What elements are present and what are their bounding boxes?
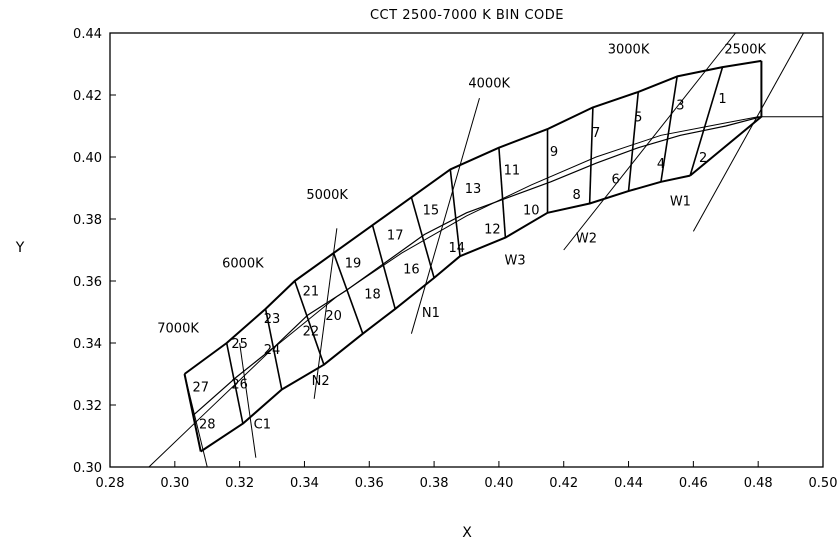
- y-axis: 0.30 0.32 0.34 0.36 0.38 0.40 0.42 0.44: [73, 27, 116, 476]
- bin-divider-line: [410, 197, 435, 279]
- bin-divider-line: [689, 66, 724, 176]
- region-label: N1: [422, 306, 440, 321]
- bin-number-label: 19: [345, 256, 362, 271]
- bin-divider-line: [264, 308, 283, 390]
- bin-number-label: 21: [303, 284, 320, 299]
- bin-number-label: 10: [523, 204, 540, 219]
- y-tick-label: 0.36: [73, 275, 102, 290]
- bin-number-label: 28: [199, 418, 216, 433]
- bin-number-label: 26: [231, 377, 248, 392]
- bin-number-label: 5: [634, 111, 642, 126]
- y-tick-label: 0.34: [73, 337, 102, 352]
- bin-number-label: 6: [611, 173, 619, 188]
- y-tick-label: 0.30: [73, 461, 102, 476]
- cct-line: [410, 97, 480, 334]
- region-label: C1: [254, 418, 271, 433]
- y-tick-label: 0.38: [73, 213, 102, 228]
- x-tick-label: 0.30: [160, 476, 189, 491]
- region-label: W2: [576, 232, 597, 247]
- y-tick-label: 0.42: [73, 89, 102, 104]
- bin-divider-line: [449, 169, 461, 257]
- region-label: W1: [670, 194, 691, 209]
- x-tick-label: 0.34: [290, 476, 319, 491]
- bin-number-label: 7: [592, 126, 600, 141]
- cct-label: 7000K: [157, 322, 199, 337]
- bin-number-label: 17: [387, 229, 404, 244]
- bin-number-label: 25: [231, 337, 248, 352]
- bin-divider-line: [498, 147, 507, 238]
- cct-label: 2500K: [724, 43, 766, 58]
- bin-number-label: 4: [657, 157, 665, 172]
- bin-number-label: 2: [699, 151, 707, 166]
- bin-number-label: 11: [504, 163, 521, 178]
- y-tick-label: 0.32: [73, 399, 102, 414]
- cct-line: [239, 342, 257, 458]
- x-tick-label: 0.32: [225, 476, 254, 491]
- x-tick-label: 0.48: [744, 476, 773, 491]
- bin-number-label: 3: [676, 98, 684, 113]
- region-label: W3: [505, 253, 526, 268]
- bin-number-label: 24: [264, 343, 281, 358]
- bin-number-label: 18: [364, 287, 381, 302]
- bin-number-label: 22: [303, 325, 320, 340]
- bin-number-label: 23: [264, 312, 281, 327]
- bin-number-label: 16: [403, 263, 420, 278]
- x-tick-label: 0.36: [355, 476, 384, 491]
- bin-bottom-boundary: [200, 174, 691, 453]
- bin-divider-line: [332, 252, 364, 334]
- x-tick-label: 0.42: [549, 476, 578, 491]
- x-axis: 0.28 0.30 0.32 0.34 0.36 0.38 0.40 0.42 0.44 0.46…: [96, 461, 838, 491]
- bin-divider-line: [371, 224, 396, 310]
- x-tick-label: 0.44: [614, 476, 643, 491]
- bin-number-label: 9: [550, 145, 558, 160]
- x-tick-label: 0.46: [679, 476, 708, 491]
- cct-label: 4000K: [468, 77, 510, 92]
- x-tick-label: 0.38: [420, 476, 449, 491]
- cct-label: 5000K: [306, 188, 348, 203]
- x-tick-label: 0.40: [484, 476, 513, 491]
- bin-number-label: 13: [465, 182, 482, 197]
- cct-line: [563, 32, 736, 251]
- cct-label: 3000K: [608, 43, 650, 58]
- x-axis-label: X: [462, 525, 472, 541]
- cct-label: 6000K: [222, 256, 264, 271]
- bin-number-label: 27: [192, 380, 209, 395]
- cct-line: [313, 228, 338, 399]
- bin-divider-line: [627, 91, 640, 192]
- bin-number-label: 12: [484, 222, 501, 237]
- bin-number-label: 20: [325, 309, 342, 324]
- region-label: N2: [312, 374, 330, 389]
- y-axis-label: Y: [15, 240, 25, 256]
- bin-divider-line: [225, 342, 244, 424]
- bin-number-label: 14: [449, 241, 466, 256]
- bin-divider-line: [588, 107, 594, 204]
- bin-divider-line: [660, 76, 678, 182]
- bin-number-label: 1: [718, 92, 726, 107]
- y-tick-label: 0.44: [73, 27, 102, 42]
- x-tick-label: 0.50: [809, 476, 838, 491]
- bin-divider-line: [293, 280, 325, 365]
- cct-line: [184, 373, 208, 468]
- x-tick-label: 0.28: [96, 476, 125, 491]
- bin-number-label: 8: [573, 188, 581, 203]
- y-tick-label: 0.40: [73, 151, 102, 166]
- bin-middle-boundary: [193, 116, 762, 415]
- plot-frame: [109, 32, 824, 468]
- bin-number-label: 15: [423, 204, 440, 219]
- bin-right-edge: [689, 60, 763, 177]
- cct-line: [692, 32, 804, 232]
- chart-title: CCT 2500-7000 K BIN CODE: [370, 8, 564, 23]
